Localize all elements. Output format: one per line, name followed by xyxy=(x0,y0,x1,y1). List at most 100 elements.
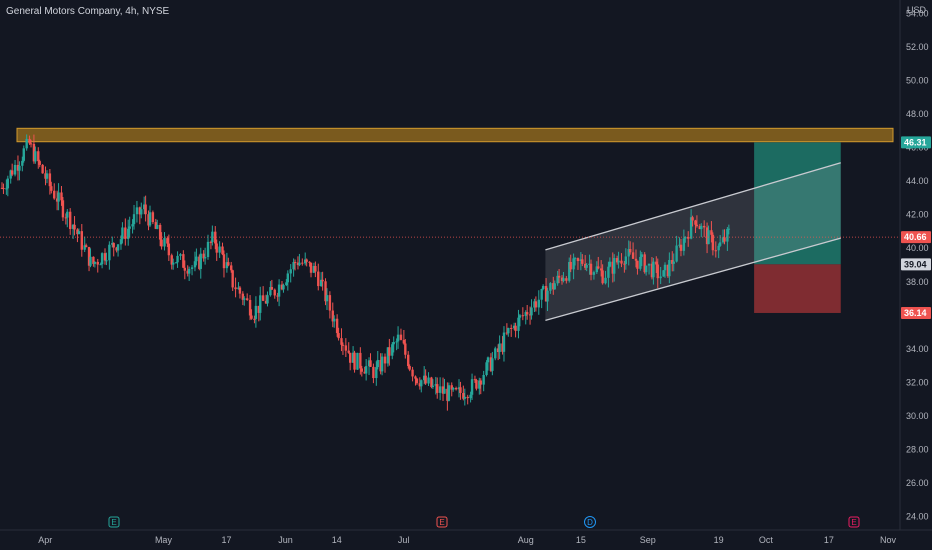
candle-body xyxy=(644,265,648,273)
candle-body xyxy=(552,283,555,290)
candle xyxy=(154,218,157,230)
resistance-zone[interactable] xyxy=(16,127,894,143)
candle xyxy=(108,241,111,270)
loss-zone[interactable] xyxy=(754,264,841,313)
candle-body xyxy=(22,148,25,161)
candle-body xyxy=(557,275,561,278)
candle-body xyxy=(726,228,729,242)
candle xyxy=(202,250,205,262)
candle xyxy=(132,204,136,230)
position-tool[interactable] xyxy=(754,142,841,313)
time-axis[interactable]: Apr May 17 Jun 14 Jul Aug 15 Sep 19 Oct 17 Nov xyxy=(38,535,896,545)
candle-body xyxy=(584,263,587,268)
candle-body xyxy=(617,260,620,263)
candle xyxy=(348,352,352,371)
candle-body xyxy=(333,318,336,322)
candle xyxy=(562,271,565,283)
candle-body xyxy=(521,315,525,317)
candle-body xyxy=(491,358,494,371)
candle xyxy=(672,253,675,272)
candle-body xyxy=(560,277,564,281)
candle-body xyxy=(55,198,59,202)
candle xyxy=(234,277,237,298)
candle xyxy=(396,326,400,349)
candle xyxy=(214,226,217,250)
candle xyxy=(576,257,580,270)
candle xyxy=(312,262,316,274)
candle-body xyxy=(328,295,332,311)
time-tick-label: Jun xyxy=(278,535,293,545)
candle xyxy=(634,249,638,268)
candle-body xyxy=(10,170,14,175)
candle xyxy=(573,256,577,266)
candle xyxy=(507,327,510,337)
candle xyxy=(269,281,272,297)
candle-body xyxy=(57,192,60,202)
candle xyxy=(514,322,517,338)
earnings-marker-1[interactable]: E xyxy=(108,516,120,528)
candle xyxy=(705,222,709,254)
candle-body xyxy=(569,261,572,270)
candle-body xyxy=(0,187,4,189)
candle xyxy=(18,161,21,181)
candle xyxy=(411,366,414,382)
target-badge: 46.31 xyxy=(901,136,931,149)
candle xyxy=(341,342,345,355)
earnings-marker-2[interactable]: E xyxy=(436,516,448,528)
candle-body xyxy=(68,211,72,229)
channel-lower-line[interactable] xyxy=(545,237,841,321)
candle-body xyxy=(611,261,614,274)
candle xyxy=(479,378,482,395)
candle-body xyxy=(76,229,79,235)
candle-body xyxy=(112,243,115,248)
candle xyxy=(505,323,509,336)
dividend-marker[interactable]: D xyxy=(584,516,596,528)
candle xyxy=(627,240,630,266)
candle-body xyxy=(214,231,217,244)
candle-body xyxy=(293,262,297,264)
candle-body xyxy=(360,368,363,372)
candle xyxy=(231,269,234,291)
candle-body xyxy=(656,264,659,279)
candle-body xyxy=(650,263,654,278)
candle-body xyxy=(388,347,391,356)
candle-body xyxy=(285,282,288,286)
candle xyxy=(257,305,260,322)
channel-upper-line[interactable] xyxy=(545,162,841,251)
candle-body xyxy=(108,244,111,261)
candle xyxy=(695,215,699,228)
candle-body xyxy=(663,264,667,271)
candle xyxy=(422,366,426,385)
candle xyxy=(491,351,494,376)
candle xyxy=(617,251,620,269)
candle-body xyxy=(628,249,632,253)
candle xyxy=(560,275,564,285)
candle-body xyxy=(124,227,127,239)
candle-body xyxy=(395,341,398,343)
candle xyxy=(546,287,549,312)
candle xyxy=(124,218,127,246)
candle xyxy=(518,313,522,327)
target-price-label: 46.31 xyxy=(904,137,927,147)
candle-body xyxy=(347,350,350,353)
price-tick-label: 40.00 xyxy=(906,243,929,253)
candle xyxy=(517,309,520,339)
candle-body xyxy=(312,265,316,273)
candle xyxy=(689,209,693,240)
candle xyxy=(659,266,662,285)
profit-zone[interactable] xyxy=(754,142,841,265)
candle xyxy=(337,327,340,341)
candle-body xyxy=(163,238,166,247)
earnings-marker-3[interactable]: E xyxy=(848,516,860,528)
candle xyxy=(524,310,527,325)
candle xyxy=(682,229,686,256)
target-badge-bg xyxy=(901,136,931,149)
candle xyxy=(572,253,575,280)
candle-body xyxy=(73,224,76,230)
candle-body xyxy=(127,228,130,239)
candle xyxy=(253,315,256,324)
candle xyxy=(353,350,356,373)
time-tick-label: Sep xyxy=(640,535,656,545)
time-tick-label: Oct xyxy=(759,535,774,545)
